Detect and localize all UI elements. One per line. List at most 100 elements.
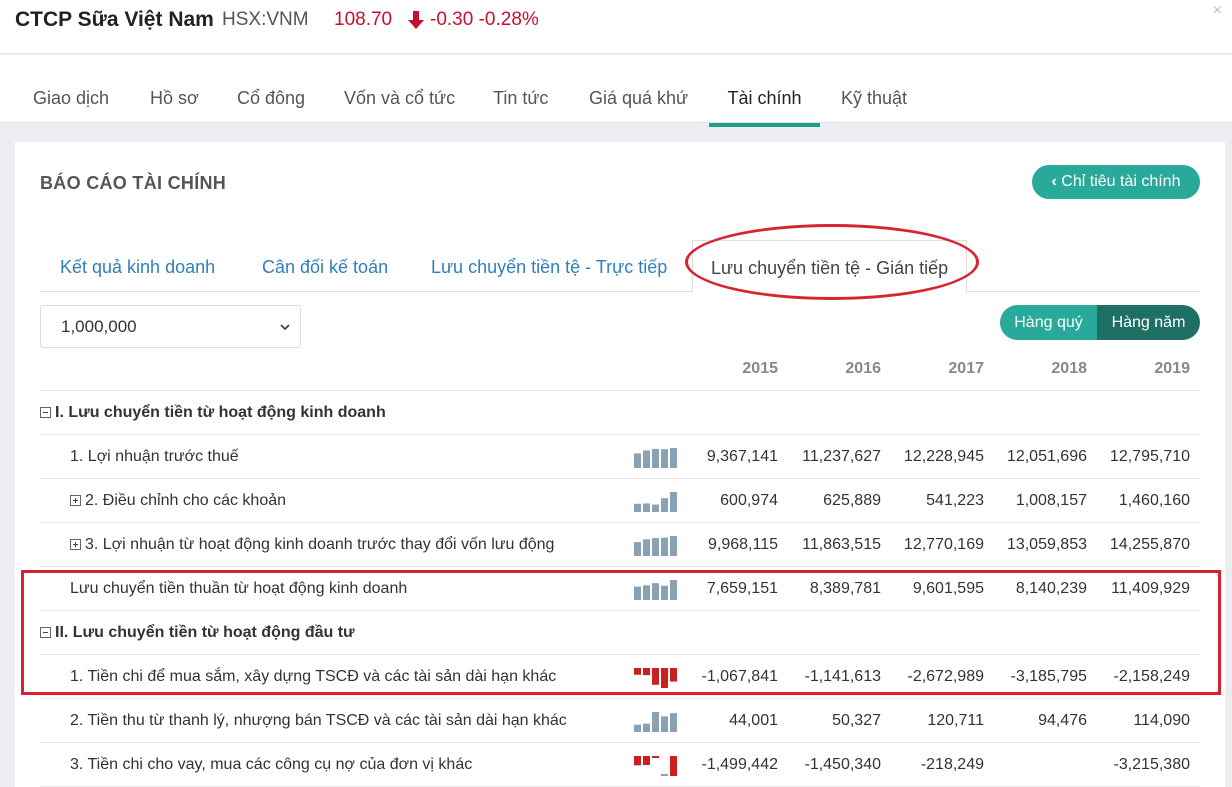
sparkline-bar bbox=[670, 536, 677, 556]
row-label-text: I. Lưu chuyển tiền từ hoạt động kinh doa… bbox=[55, 404, 386, 421]
sparkline-bar bbox=[652, 668, 659, 685]
row-label-text: Lưu chuyển tiền thuần từ hoạt động kinh … bbox=[70, 580, 408, 597]
sparkline-icon bbox=[634, 492, 677, 512]
stock-price: 108.70 bbox=[334, 9, 393, 30]
cell-value: 94,476 bbox=[1038, 712, 1087, 729]
cell-value: 9,968,115 bbox=[708, 536, 778, 553]
cell-value: 12,795,710 bbox=[1109, 448, 1190, 465]
close-icon[interactable]: × bbox=[1212, 2, 1222, 19]
row-label-text: 3. Tiền chi cho vay, mua các công cụ nợ … bbox=[70, 756, 473, 773]
company-name: CTCP Sữa Việt Nam bbox=[15, 8, 214, 31]
cell-value: 600,974 bbox=[720, 492, 778, 509]
tab-giao-dich[interactable]: Giao dịch bbox=[33, 88, 110, 108]
cell-value: -1,499,442 bbox=[701, 756, 778, 773]
report-subtabs: Kết quả kinh doanh Cân đối kế toán Lưu c… bbox=[40, 240, 1200, 293]
sparkline-bar bbox=[634, 542, 641, 556]
sparkline-bar bbox=[634, 503, 641, 512]
sparkline-bar bbox=[643, 723, 650, 732]
year-header: 2016 bbox=[845, 360, 881, 377]
row-label: 2. Tiền thu từ thanh lý, nhượng bán TSCĐ… bbox=[70, 699, 567, 743]
yearly-button[interactable]: Hàng năm bbox=[1097, 305, 1200, 340]
table-row: 2. Tiền thu từ thanh lý, nhượng bán TSCĐ… bbox=[40, 699, 1200, 743]
sparkline-bar bbox=[670, 668, 677, 682]
cell-value: -2,672,989 bbox=[907, 668, 984, 685]
quarterly-button[interactable]: Hàng quý bbox=[1000, 305, 1097, 340]
section-row[interactable]: II. Lưu chuyển tiền từ hoạt động đầu tư bbox=[40, 611, 1200, 655]
financial-indicators-button[interactable]: ‹ Chỉ tiêu tài chính bbox=[1032, 165, 1200, 199]
expand-icon[interactable] bbox=[70, 495, 81, 506]
expand-icon[interactable] bbox=[70, 539, 81, 550]
cell-value: 8,389,781 bbox=[809, 580, 881, 597]
sparkline-bar bbox=[652, 504, 659, 512]
tab-ky-thuat[interactable]: Kỹ thuật bbox=[841, 88, 908, 108]
highlight-ellipse bbox=[685, 224, 979, 300]
tab-tin-tuc[interactable]: Tin tức bbox=[493, 88, 549, 108]
price-change: -0.30 -0.28% bbox=[430, 9, 539, 30]
chevron-left-icon: ‹ bbox=[1051, 173, 1057, 190]
cell-value: 12,228,945 bbox=[903, 448, 984, 465]
tab-co-dong[interactable]: Cổ đông bbox=[237, 88, 306, 108]
sparkline-bar bbox=[661, 716, 668, 732]
row-label-text: 2. Điều chỉnh cho các khoản bbox=[85, 492, 287, 509]
sparkline-bar bbox=[643, 539, 650, 556]
row-label: II. Lưu chuyển tiền từ hoạt động đầu tư bbox=[40, 611, 355, 655]
table-row[interactable]: 3. Lợi nhuận từ hoạt động kinh doanh trư… bbox=[40, 523, 1200, 567]
cell-value: 12,051,696 bbox=[1006, 448, 1087, 465]
cell-value: -1,067,841 bbox=[701, 668, 778, 685]
sparkline-bar bbox=[670, 448, 677, 468]
collapse-icon[interactable] bbox=[40, 627, 51, 638]
sparkline-bar bbox=[634, 668, 641, 675]
sparkline-icon bbox=[634, 448, 677, 468]
cell-value: 11,409,929 bbox=[1111, 580, 1190, 597]
sparkline-bar bbox=[670, 756, 677, 776]
sparkline-bar bbox=[661, 668, 668, 688]
tab-gia-qua-khu[interactable]: Giá quá khứ bbox=[589, 88, 689, 108]
tab-ho-so[interactable]: Hồ sơ bbox=[150, 88, 199, 108]
subtab-can-doi-ke-toan[interactable]: Cân đối kế toán bbox=[262, 257, 389, 277]
unit-value: 1,000,000 bbox=[61, 317, 137, 336]
sparkline-bar bbox=[634, 756, 641, 766]
sparkline-bar bbox=[661, 585, 668, 600]
cell-value: 1,008,157 bbox=[1015, 492, 1087, 509]
sparkline-bar bbox=[661, 537, 668, 556]
collapse-icon[interactable] bbox=[40, 407, 51, 418]
table-row: Lưu chuyển tiền thuần từ hoạt động kinh … bbox=[40, 567, 1200, 611]
tab-tai-chinh[interactable]: Tài chính bbox=[709, 55, 820, 127]
row-label: I. Lưu chuyển tiền từ hoạt động kinh doa… bbox=[40, 391, 386, 435]
table-row: 1. Tiền chi để mua sắm, xây dựng TSCĐ và… bbox=[40, 655, 1200, 699]
table-row[interactable]: 2. Điều chỉnh cho các khoản 600,974 625,88… bbox=[40, 479, 1200, 523]
sparkline-icon bbox=[634, 536, 677, 556]
unit-select[interactable]: 1,000,000 bbox=[40, 305, 301, 348]
year-header: 2017 bbox=[948, 360, 984, 377]
sparkline-bar bbox=[670, 580, 677, 600]
subtab-luu-chuyen-truc-tiep[interactable]: Lưu chuyển tiền tệ - Trực tiếp bbox=[431, 257, 668, 277]
arrow-down-icon bbox=[408, 11, 424, 29]
sparkline-bar bbox=[643, 585, 650, 600]
cell-value: -1,450,340 bbox=[804, 756, 881, 773]
tab-von-co-tuc[interactable]: Vốn và cổ tức bbox=[344, 88, 456, 108]
sparkline-bar bbox=[643, 503, 650, 512]
row-label-text: 1. Tiền chi để mua sắm, xây dựng TSCĐ và… bbox=[70, 668, 557, 685]
highlight-rectangle bbox=[21, 570, 1221, 695]
financial-indicators-label: Chỉ tiêu tài chính bbox=[1061, 173, 1181, 190]
cell-value: 7,659,151 bbox=[706, 580, 778, 597]
sparkline-icon bbox=[634, 756, 677, 776]
cell-value: 11,237,627 bbox=[802, 448, 881, 465]
cell-value: 44,001 bbox=[729, 712, 778, 729]
year-header: 2018 bbox=[1051, 360, 1087, 377]
sparkline-bar bbox=[661, 449, 668, 468]
sparkline-bar bbox=[643, 756, 650, 766]
sparkline-bar bbox=[652, 538, 659, 556]
cell-value: -3,215,380 bbox=[1113, 756, 1190, 773]
cell-value: -218,249 bbox=[920, 756, 984, 773]
sparkline-icon bbox=[634, 712, 677, 732]
sparkline-icon bbox=[634, 580, 677, 600]
exchange-ticker: HSX:VNM bbox=[222, 9, 309, 30]
sparkline-bar bbox=[634, 586, 641, 600]
stock-header: CTCP Sữa Việt Nam HSX:VNM 108.70 -0.30 -… bbox=[0, 0, 1232, 54]
section-row[interactable]: I. Lưu chuyển tiền từ hoạt động kinh doa… bbox=[40, 391, 1200, 435]
row-label: 3. Tiền chi cho vay, mua các công cụ nợ … bbox=[70, 743, 472, 787]
subtab-ket-qua-kinh-doanh[interactable]: Kết quả kinh doanh bbox=[60, 257, 216, 277]
row-label: 1. Lợi nhuận trước thuế bbox=[70, 435, 239, 479]
sparkline-bar bbox=[652, 756, 659, 758]
